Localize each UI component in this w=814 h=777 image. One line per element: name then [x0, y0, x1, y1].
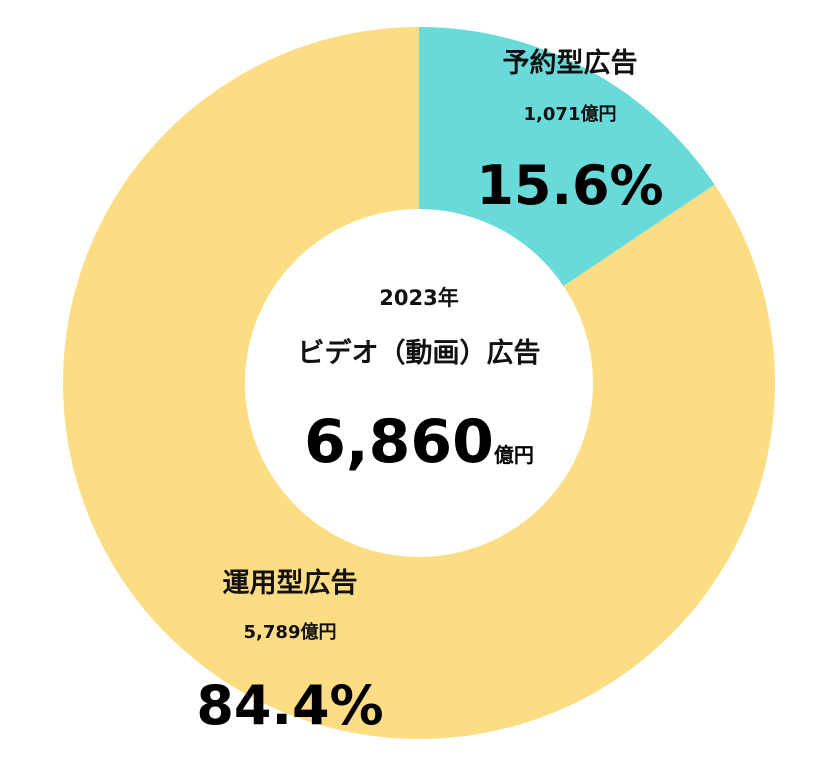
center-total-unit: 億円: [494, 443, 534, 467]
slice-label-amount: 1,071億円: [524, 103, 617, 125]
slice-label-amount: 5,789億円: [244, 621, 337, 643]
center-total-group: 6,860億円: [304, 407, 534, 477]
slice-label-percent: 15.6%: [476, 154, 663, 217]
center-year-label: 2023年: [379, 286, 458, 310]
slice-label-name: 運用型広告: [223, 567, 358, 599]
center-title-label: ビデオ（動画）広告: [298, 337, 541, 369]
slice-label-name: 予約型広告: [503, 47, 638, 79]
donut-hole: [245, 209, 593, 557]
slice-label-percent: 84.4%: [196, 674, 383, 737]
center-total-value: 6,860: [304, 407, 494, 477]
